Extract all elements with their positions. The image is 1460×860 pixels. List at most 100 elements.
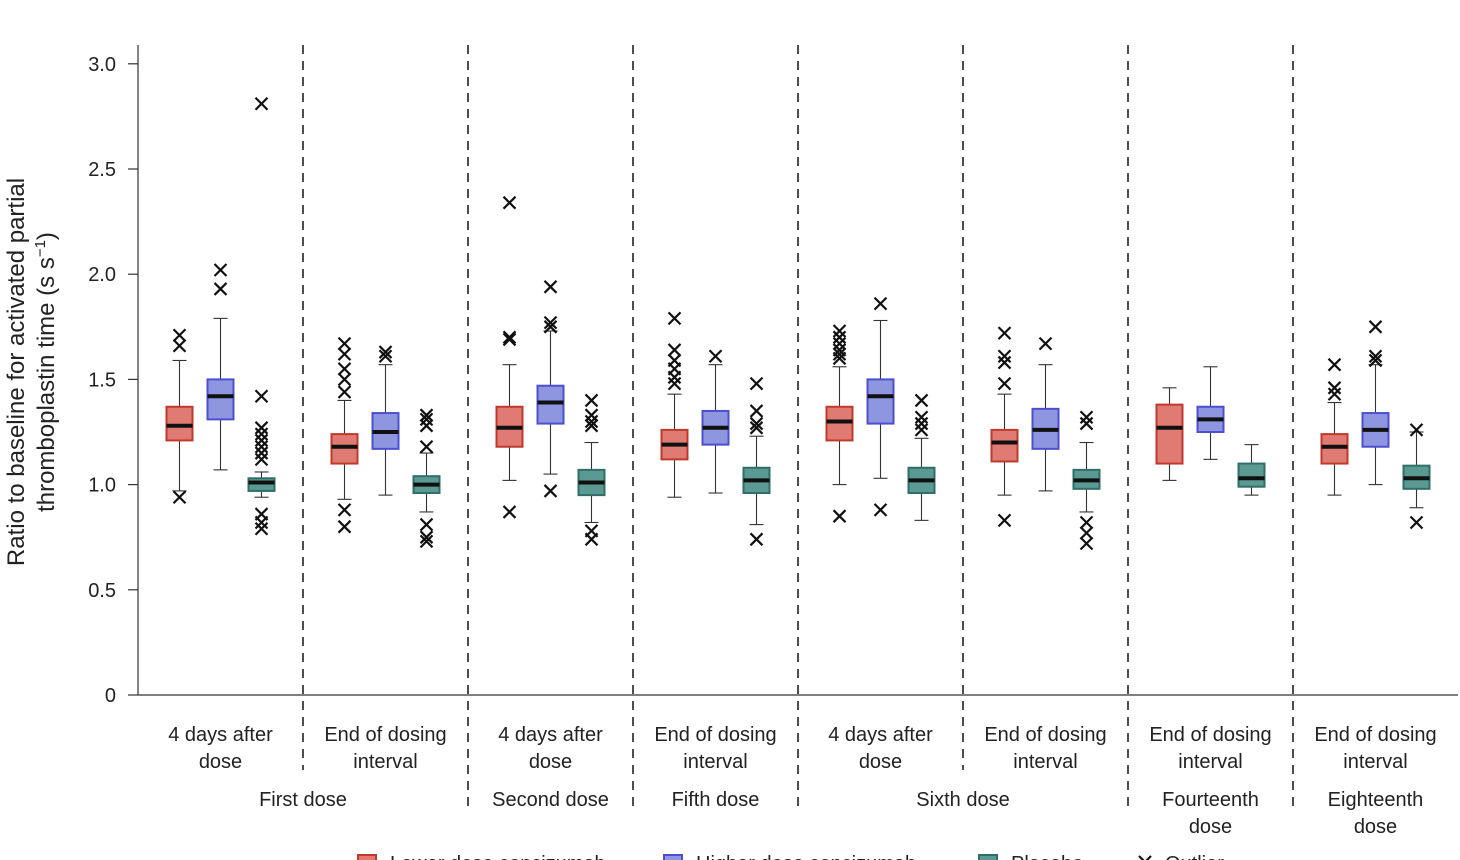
outlier-stroke bbox=[914, 423, 929, 437]
outlier-stroke bbox=[337, 347, 352, 361]
legend-outlier-marker bbox=[1138, 855, 1152, 860]
iqr-box bbox=[990, 428, 1019, 463]
outlier-stroke bbox=[873, 503, 888, 517]
outlier-stroke bbox=[378, 349, 393, 364]
box-higher-dose bbox=[866, 296, 895, 517]
outlier-marker bbox=[1079, 526, 1094, 540]
category-label: interval bbox=[683, 751, 747, 773]
outlier-marker bbox=[1327, 381, 1342, 395]
outlier-marker bbox=[749, 404, 764, 418]
boxes bbox=[165, 96, 1431, 551]
outlier-marker bbox=[832, 330, 847, 345]
outlier-marker bbox=[873, 296, 888, 311]
category-label: dose bbox=[529, 751, 572, 773]
outlier-stroke bbox=[378, 345, 393, 359]
outlier-marker bbox=[997, 326, 1012, 340]
dose-label: Sixth dose bbox=[916, 789, 1009, 811]
outlier-stroke bbox=[502, 330, 517, 345]
outlier-stroke bbox=[254, 96, 269, 111]
outlier-marker bbox=[1079, 416, 1094, 431]
outlier-stroke bbox=[337, 503, 352, 517]
outlier-marker bbox=[584, 408, 599, 422]
outlier-marker bbox=[832, 324, 847, 338]
dose-label: First dose bbox=[259, 789, 347, 811]
box-placebo bbox=[742, 376, 771, 547]
outlier-marker bbox=[337, 362, 352, 376]
outlier-stroke bbox=[667, 353, 682, 368]
legend-label: Placebo bbox=[1011, 853, 1083, 860]
outlier-marker bbox=[1409, 423, 1424, 437]
category-label: End of dosing bbox=[1149, 724, 1271, 746]
outlier-stroke bbox=[749, 532, 764, 547]
category-label: interval bbox=[1343, 751, 1407, 773]
outlier-marker bbox=[832, 347, 847, 361]
outlier-marker bbox=[1409, 515, 1424, 530]
outlier-marker bbox=[419, 517, 434, 532]
outlier-stroke bbox=[213, 282, 228, 296]
outlier-marker bbox=[1368, 349, 1383, 364]
box-placebo bbox=[1237, 444, 1266, 496]
iqr-box bbox=[1237, 462, 1266, 488]
outlier-stroke bbox=[254, 389, 269, 404]
outlier-marker bbox=[997, 349, 1012, 364]
outlier-stroke bbox=[749, 416, 764, 431]
y-tick-label: 3.0 bbox=[88, 54, 116, 76]
outlier-stroke bbox=[419, 530, 434, 544]
category-label: interval bbox=[1178, 751, 1242, 773]
dose-label: dose bbox=[1189, 816, 1232, 838]
outlier-marker bbox=[502, 330, 517, 345]
outlier-stroke bbox=[584, 414, 599, 429]
iqr-box bbox=[536, 384, 565, 425]
outlier-marker bbox=[914, 393, 929, 408]
outlier-stroke bbox=[1079, 416, 1094, 431]
category-label: End of dosing bbox=[984, 724, 1106, 746]
legend-swatch bbox=[978, 854, 998, 860]
outlier-stroke bbox=[337, 519, 352, 534]
dose-label: Fourteenth bbox=[1162, 789, 1259, 811]
category-label: End of dosing bbox=[654, 724, 776, 746]
outlier-stroke bbox=[1079, 536, 1094, 551]
box-higher-dose bbox=[206, 263, 235, 471]
category-label: 4 days after bbox=[498, 724, 603, 746]
outlier-marker bbox=[1079, 410, 1094, 425]
outlier-marker bbox=[584, 524, 599, 538]
outlier-stroke bbox=[502, 505, 517, 519]
outlier-marker bbox=[1368, 353, 1383, 368]
outlier-marker bbox=[254, 421, 269, 435]
outlier-stroke bbox=[832, 509, 847, 523]
outlier-marker bbox=[708, 349, 723, 364]
box-lower-dose bbox=[825, 324, 854, 523]
box-lower-dose bbox=[1155, 387, 1184, 481]
outlier-marker bbox=[1038, 336, 1053, 351]
category-label: dose bbox=[859, 751, 902, 773]
outlier-stroke bbox=[914, 393, 929, 408]
category-label: dose bbox=[199, 751, 242, 773]
outlier-marker bbox=[337, 336, 352, 351]
outlier-stroke bbox=[543, 315, 558, 330]
outlier-stroke bbox=[254, 507, 269, 521]
y-tick-label: 1.0 bbox=[88, 475, 116, 497]
outlier-stroke bbox=[254, 522, 269, 536]
outlier-stroke bbox=[1138, 855, 1145, 860]
outlier-marker bbox=[873, 503, 888, 517]
outlier-marker bbox=[502, 332, 517, 347]
iqr-box bbox=[247, 477, 276, 492]
outlier-marker bbox=[1327, 387, 1342, 401]
box-higher-dose bbox=[1196, 366, 1225, 460]
box-placebo bbox=[247, 96, 276, 536]
outlier-stroke bbox=[873, 296, 888, 311]
iqr-box bbox=[165, 405, 194, 442]
outlier-stroke bbox=[997, 349, 1012, 364]
outlier-stroke bbox=[1038, 336, 1053, 351]
outlier-marker bbox=[997, 355, 1012, 370]
outlier-stroke bbox=[254, 439, 269, 454]
outlier-marker bbox=[419, 408, 434, 422]
outlier-stroke bbox=[543, 484, 558, 498]
outlier-stroke bbox=[419, 418, 434, 433]
outlier-stroke bbox=[667, 311, 682, 326]
outlier-stroke bbox=[419, 408, 434, 422]
category-label: interval bbox=[353, 751, 417, 773]
outlier-stroke bbox=[1327, 381, 1342, 395]
box-lower-dose bbox=[660, 311, 689, 498]
